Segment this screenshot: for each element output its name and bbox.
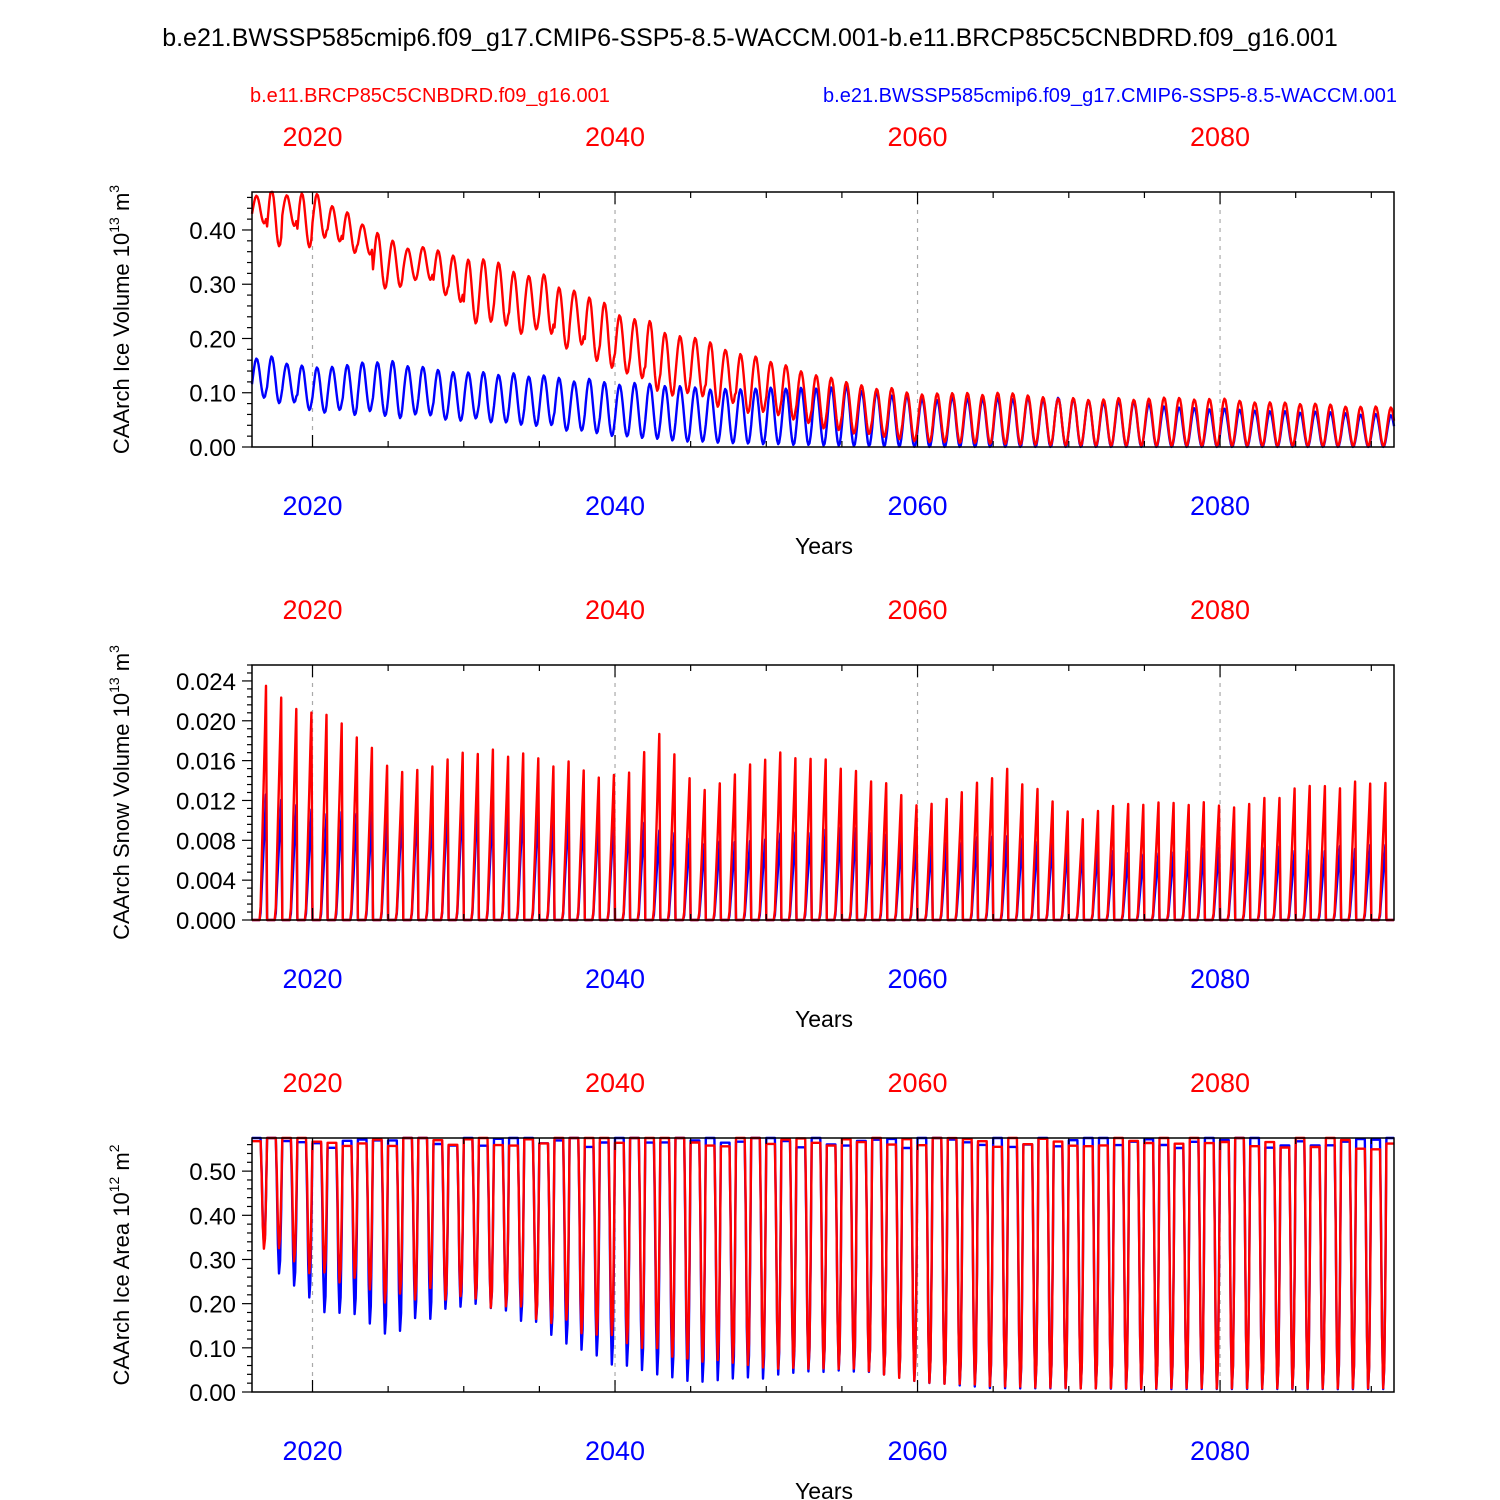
y-tick-label: 0.20 <box>189 1292 236 1319</box>
series-line-red <box>250 190 1396 448</box>
x-tick-label-top: 2060 <box>887 1068 947 1098</box>
x-tick-label-top: 2020 <box>282 122 342 152</box>
x-tick-label-top: 2080 <box>1190 1068 1250 1098</box>
y-tick-label: 0.30 <box>189 272 236 299</box>
x-axis-label: Years <box>795 1006 853 1032</box>
y-tick-label: 0.00 <box>189 1380 236 1407</box>
panel-ice-volume: 0.00 0.10 0.20 0.30 0.40 2020 2020 2040 2040 2060… <box>106 122 1396 559</box>
x-tick-label-top: 2040 <box>585 595 645 625</box>
x-tick-label-top: 2040 <box>585 122 645 152</box>
x-tick-label-bottom: 2080 <box>1190 964 1250 994</box>
x-tick-label-bottom: 2040 <box>585 964 645 994</box>
page-title: b.e21.BWSSP585cmip6.f09_g17.CMIP6-SSP5-8… <box>162 24 1338 52</box>
y-tick-label: 0.10 <box>189 381 236 408</box>
plot-frame <box>251 1137 1395 1393</box>
y-tick-label: 0.40 <box>189 218 236 245</box>
x-tick-label-bottom: 2060 <box>887 491 947 521</box>
y-tick-label: 0.008 <box>176 828 236 855</box>
y-axis-label: CAArch Ice Area 1012 m2 <box>106 1144 134 1385</box>
series-label-b: b.e21.BWSSP585cmip6.f09_g17.CMIP6-SSP5-8… <box>823 85 1397 107</box>
y-tick-label: 0.024 <box>176 669 236 696</box>
y-tick-label: 0.016 <box>176 749 236 776</box>
x-tick-label-bottom: 2060 <box>887 964 947 994</box>
x-tick-label-bottom: 2040 <box>585 1436 645 1466</box>
series-line-red <box>251 1136 1395 1390</box>
x-axis-label: Years <box>795 533 853 559</box>
x-tick-label-top: 2020 <box>282 1068 342 1098</box>
series-line-red <box>251 684 1395 922</box>
x-tick-label-bottom: 2080 <box>1190 1436 1250 1466</box>
y-tick-label: 0.30 <box>189 1247 236 1274</box>
y-tick-label: 0.10 <box>189 1336 236 1363</box>
panel-ice-area: 0.00 0.10 0.20 0.30 0.40 0.50 2020 2020 2040 2040… <box>106 1068 1395 1500</box>
y-tick-label: 0.000 <box>176 908 236 935</box>
x-tick-label-top: 2020 <box>282 595 342 625</box>
x-tick-label-bottom: 2080 <box>1190 491 1250 521</box>
y-tick-label: 0.012 <box>176 788 236 815</box>
y-axis-label: CAArch Snow Volume 1013 m3 <box>106 645 134 940</box>
y-tick-label: 0.004 <box>176 868 236 895</box>
panel-snow-volume: 0.000 0.004 0.008 0.012 0.016 0.020 0.024 2020 2… <box>106 595 1395 1032</box>
y-axis-label: CAArch Ice Volume 1013 m3 <box>106 185 134 454</box>
x-tick-label-bottom: 2020 <box>282 1436 342 1466</box>
x-tick-label-top: 2080 <box>1190 122 1250 152</box>
x-tick-label-top: 2080 <box>1190 595 1250 625</box>
plot-frame <box>251 191 1395 448</box>
x-tick-label-bottom: 2020 <box>282 491 342 521</box>
x-tick-label-bottom: 2060 <box>887 1436 947 1466</box>
y-tick-label: 0.40 <box>189 1203 236 1230</box>
y-tick-label: 0.50 <box>189 1159 236 1186</box>
x-tick-label-bottom: 2020 <box>282 964 342 994</box>
y-tick-label: 0.00 <box>189 435 236 462</box>
y-tick-label: 0.020 <box>176 709 236 736</box>
x-axis-label: Years <box>795 1478 853 1500</box>
x-tick-label-top: 2040 <box>585 1068 645 1098</box>
x-tick-label-bottom: 2040 <box>585 491 645 521</box>
y-tick-label: 0.20 <box>189 326 236 353</box>
x-tick-label-top: 2060 <box>887 595 947 625</box>
x-tick-label-top: 2060 <box>887 122 947 152</box>
series-label-a: b.e11.BRCP85C5CNBDRD.f09_g16.001 <box>250 85 610 107</box>
